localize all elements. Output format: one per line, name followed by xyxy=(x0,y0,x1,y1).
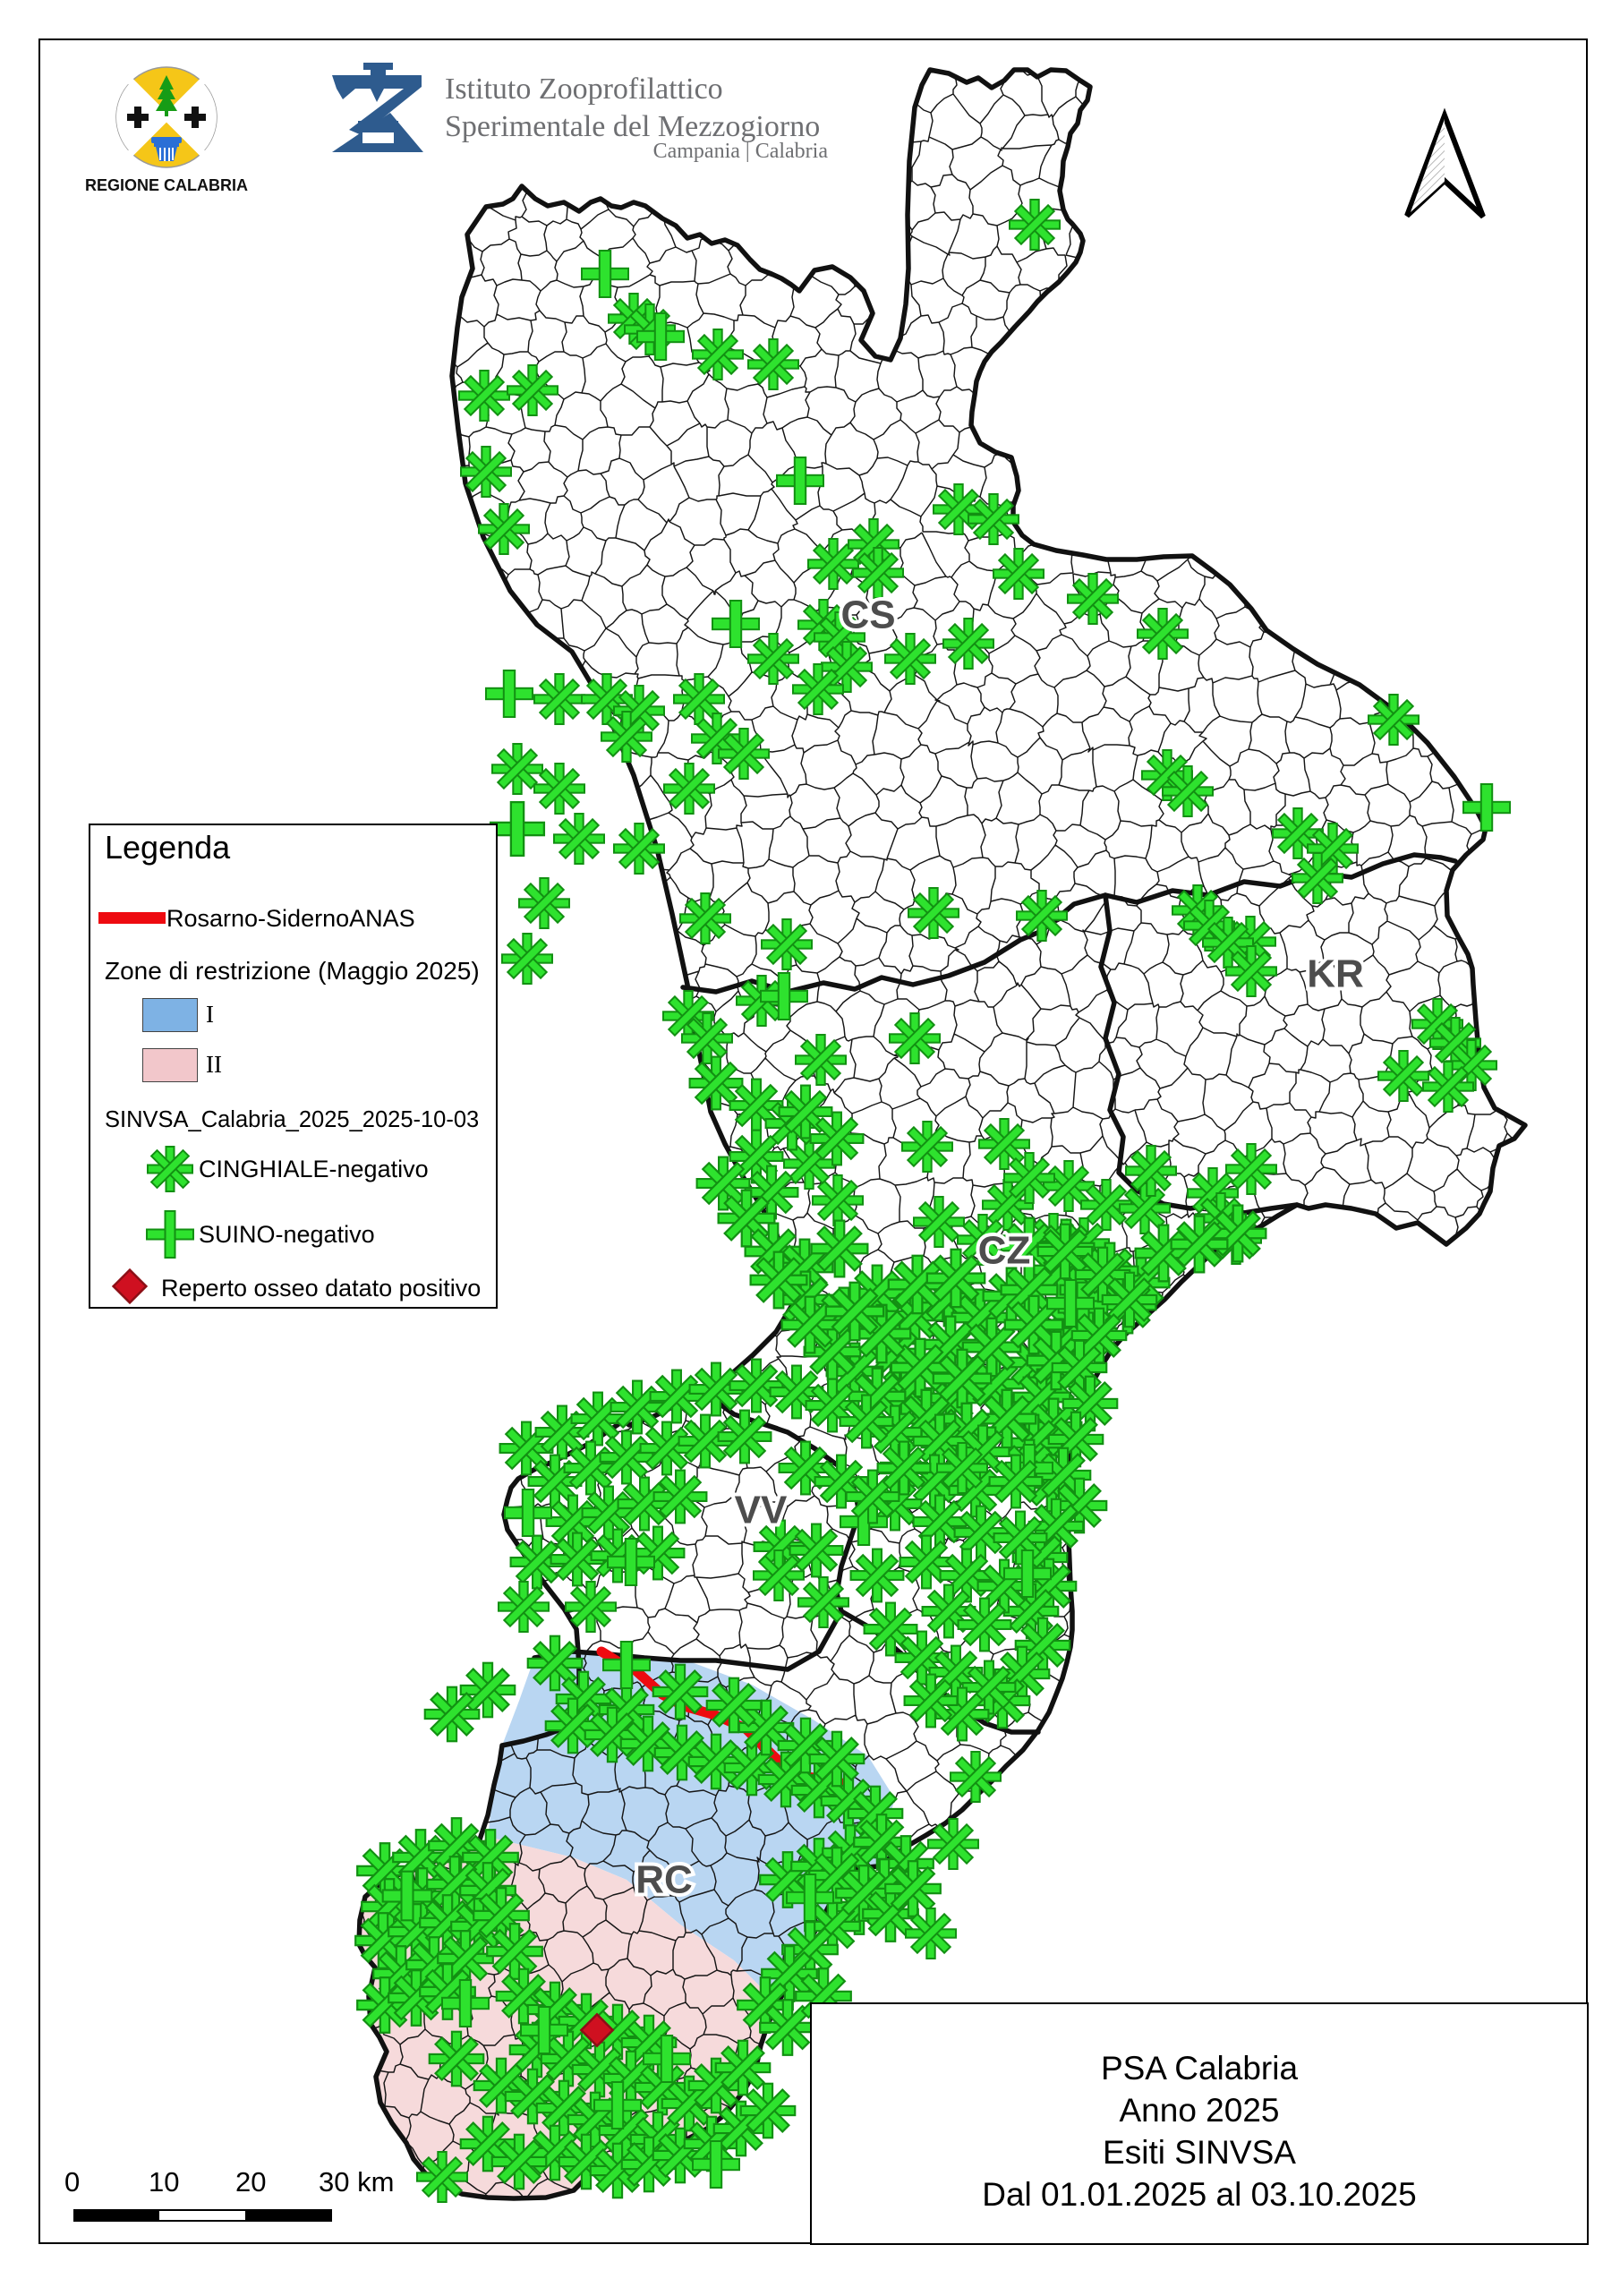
svg-text:VV: VV xyxy=(735,1489,788,1532)
svg-text:REGIONE CALABRIA: REGIONE CALABRIA xyxy=(85,176,248,194)
svg-text:Campania | Calabria: Campania | Calabria xyxy=(653,140,829,163)
svg-text:KR: KR xyxy=(1307,952,1364,996)
svg-text:CS: CS xyxy=(840,593,895,637)
svg-text:Sperimentale del Mezzogiorno: Sperimentale del Mezzogiorno xyxy=(445,110,820,143)
svg-text:CZ: CZ xyxy=(978,1229,1031,1273)
svg-text:Istituto Zooprofilattico: Istituto Zooprofilattico xyxy=(445,73,723,106)
svg-text:RC: RC xyxy=(635,1858,693,1902)
